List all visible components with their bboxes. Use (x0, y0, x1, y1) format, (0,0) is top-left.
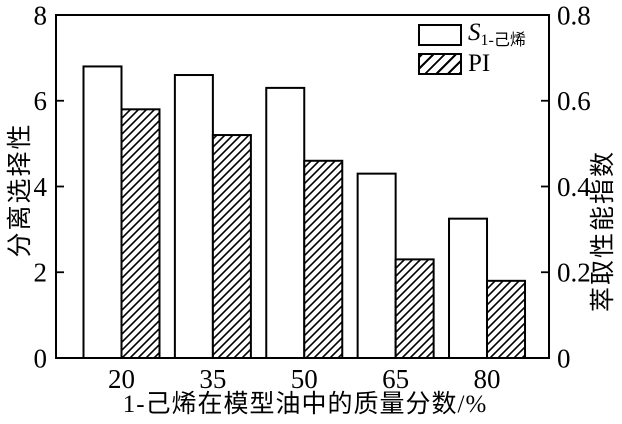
bar-pi-80 (486, 279, 527, 360)
x-tick-label-50: 50 (291, 364, 318, 394)
y-tick-label-left-2: 2 (34, 258, 48, 288)
y-tick-label-left-8: 8 (34, 0, 48, 30)
legend-swatch-white-bar (418, 23, 462, 46)
y-tick-label-left-4: 4 (34, 172, 48, 202)
y-tick-label-right-0: 0 (557, 343, 571, 373)
legend-label-s-subscript: 1-己烯 (480, 32, 526, 49)
legend-label-pi: PI (468, 50, 491, 77)
bar-selectivity-80 (448, 217, 489, 359)
y-tick-label-right-0.2: 0.2 (557, 258, 591, 288)
y-tick-label-right-0.6: 0.6 (557, 86, 591, 116)
legend-entry-pi: PI (418, 49, 526, 78)
bar-pi-20 (120, 108, 161, 359)
legend-entry-selectivity: S1-己烯 (418, 20, 526, 49)
bar-pi-65 (394, 258, 435, 360)
legend-swatch-hatched-bar (418, 52, 462, 75)
bar-selectivity-50 (265, 86, 306, 359)
bar-pi-35 (211, 134, 252, 359)
y-tick-label-right-0.4: 0.4 (557, 172, 591, 202)
bar-selectivity-20 (82, 65, 123, 359)
x-tick-label-20: 20 (108, 364, 135, 394)
bars-layer (82, 65, 527, 360)
x-tick-label-65: 65 (382, 364, 409, 394)
legend-label-s-symbol: S (468, 19, 481, 46)
x-tick-label-80: 80 (474, 364, 501, 394)
bar-pi-50 (303, 159, 344, 359)
x-axis-label: 1-己烯在模型油中的质量分数/% (122, 391, 488, 418)
x-tick-label-35: 35 (199, 364, 226, 394)
y-tick-label-left-6: 6 (34, 86, 48, 116)
y-tick-label-right-0.8: 0.8 (557, 0, 591, 30)
y-axis-label-right: 萃取性能指数 (590, 149, 617, 313)
legend: S1-己烯 PI (418, 20, 526, 78)
y-axis-label-left: 分离选择性 (7, 122, 34, 258)
y-tick-label-left-0: 0 (34, 343, 48, 373)
legend-label-selectivity: S1-己烯 (468, 20, 526, 49)
bar-selectivity-35 (173, 74, 214, 360)
bar-selectivity-65 (356, 172, 397, 359)
